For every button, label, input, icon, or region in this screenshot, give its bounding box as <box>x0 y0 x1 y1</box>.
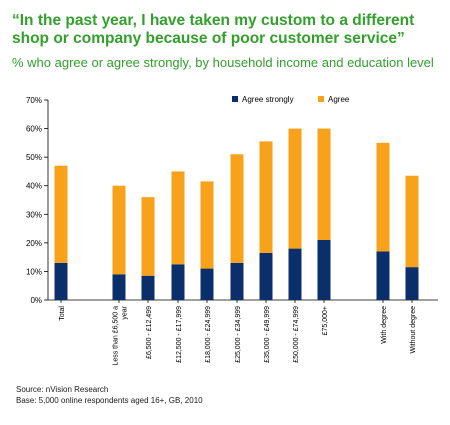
x-tick-label: Less than £6,500 a <box>113 306 120 366</box>
y-tick-label: 0% <box>30 296 42 305</box>
bar-agree-strongly <box>113 274 126 300</box>
y-tick-label: 30% <box>26 210 42 219</box>
bar-agree <box>142 197 155 276</box>
legend-swatch <box>318 96 324 102</box>
x-tick-label: With degree <box>381 306 388 344</box>
bar-agree <box>289 129 302 249</box>
bar-agree <box>113 186 126 275</box>
x-tick-label: £25,000 - £34,999 <box>235 306 242 363</box>
source-note: Source: nVision Research <box>16 384 203 395</box>
y-tick-label: 10% <box>26 267 42 276</box>
x-tick-label: Total <box>59 306 66 321</box>
y-tick-label: 60% <box>26 125 42 134</box>
bar-agree-strongly <box>231 263 244 300</box>
bar-agree <box>377 143 390 252</box>
y-tick-label: 20% <box>26 239 42 248</box>
legend-label: Agree <box>328 95 350 104</box>
bar-agree <box>231 154 244 263</box>
x-tick-label: year <box>122 305 129 319</box>
x-tick-label: £18,000 - £24,999 <box>205 306 212 363</box>
bar-agree-strongly <box>289 249 302 300</box>
bar-agree-strongly <box>260 253 273 300</box>
bar-agree-strongly <box>142 276 155 300</box>
x-tick-label: £75,000+ <box>322 306 329 335</box>
bar-agree <box>55 166 68 263</box>
chart-footer: Source: nVision Research Base: 5,000 onl… <box>16 384 203 406</box>
bar-agree <box>201 181 214 268</box>
bar-agree-strongly <box>318 240 331 300</box>
bar-agree-strongly <box>172 264 185 300</box>
legend-label: Agree strongly <box>242 95 294 104</box>
bar-agree-strongly <box>406 267 419 300</box>
x-tick-label: Without degree <box>410 306 417 354</box>
bar-agree <box>406 176 419 267</box>
x-tick-label: £50,000 - £74,999 <box>293 306 300 363</box>
bar-agree <box>318 129 331 240</box>
chart-title-line-2: shop or company because of poor customer… <box>12 30 442 48</box>
chart-subtitle: % who agree or agree strongly, by househ… <box>12 55 442 71</box>
bar-agree <box>172 171 185 264</box>
legend-swatch <box>232 96 238 102</box>
bar-agree-strongly <box>55 263 68 300</box>
chart-title: “In the past year, I have taken my custo… <box>12 12 442 48</box>
bar-agree-strongly <box>201 269 214 300</box>
y-tick-label: 40% <box>26 182 42 191</box>
y-tick-label: 50% <box>26 153 42 162</box>
x-tick-label: £6,500 - £12,499 <box>146 306 153 359</box>
base-note: Base: 5,000 online respondents aged 16+,… <box>16 395 203 406</box>
stacked-bar-chart: 0% 10% 20% 30% 40% 50% 60% 70% Total Less than £6… <box>0 80 450 380</box>
y-tick-label: 70% <box>26 96 42 105</box>
x-tick-label: £35,000 - £49,999 <box>264 306 271 363</box>
chart-title-line-1: “In the past year, I have taken my custo… <box>12 12 442 30</box>
x-tick-label: £12,500 - £17,999 <box>176 306 183 363</box>
bar-agree <box>260 141 273 252</box>
bar-agree-strongly <box>377 251 390 300</box>
